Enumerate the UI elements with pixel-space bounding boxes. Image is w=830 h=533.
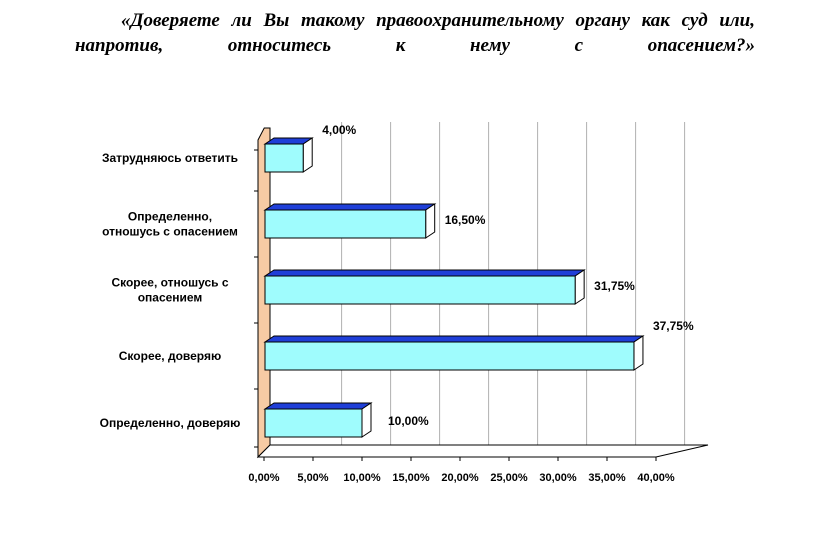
data-label: 31,75%: [594, 279, 635, 293]
bar-side: [425, 203, 436, 239]
bar-side: [302, 137, 313, 173]
x-tick-label: 5,00%: [297, 472, 328, 484]
chart-title: «Доверяете ли Вы такому правоохранительн…: [75, 10, 755, 56]
data-label: 10,00%: [388, 414, 429, 428]
x-tick-label: 20,00%: [441, 472, 479, 484]
x-tick-label: 30,00%: [539, 472, 577, 484]
category-label: Определенно, отношусь с опасением: [102, 210, 238, 239]
bar-side: [361, 402, 372, 438]
bar: [264, 275, 576, 305]
category-label: Скорее, доверяю: [119, 349, 221, 363]
bar: [264, 143, 304, 173]
bar-top: [263, 203, 437, 211]
x-tick-label: 15,00%: [392, 472, 430, 484]
labels: 0,00% 5,00% 10,00% 15,00% 20,00% 25,00% 30,00%…: [100, 123, 694, 484]
category-label: Скорее, отношусь с опасением: [111, 276, 228, 305]
data-label: 4,00%: [322, 123, 356, 137]
x-tick-label: 25,00%: [490, 472, 528, 484]
x-tick-label: 0,00%: [248, 472, 279, 484]
data-label: 37,75%: [653, 319, 694, 333]
gridlines: [341, 122, 686, 445]
bar-top: [263, 402, 373, 410]
chart-floor: [256, 444, 709, 458]
bar-top: [263, 335, 645, 343]
bar-top: [263, 269, 586, 277]
x-tick-label: 10,00%: [343, 472, 381, 484]
bar: [264, 341, 635, 371]
bar: [264, 408, 363, 438]
x-tick-label: 35,00%: [588, 472, 626, 484]
bar-side: [633, 335, 644, 371]
data-label: 16,50%: [445, 213, 486, 227]
bars: [263, 137, 645, 438]
bar-side: [574, 269, 585, 305]
category-label: Определенно, доверяю: [100, 416, 241, 430]
category-label: Затрудняюсь ответить: [102, 151, 238, 165]
x-tick-label: 40,00%: [637, 472, 675, 484]
bar: [264, 209, 427, 239]
